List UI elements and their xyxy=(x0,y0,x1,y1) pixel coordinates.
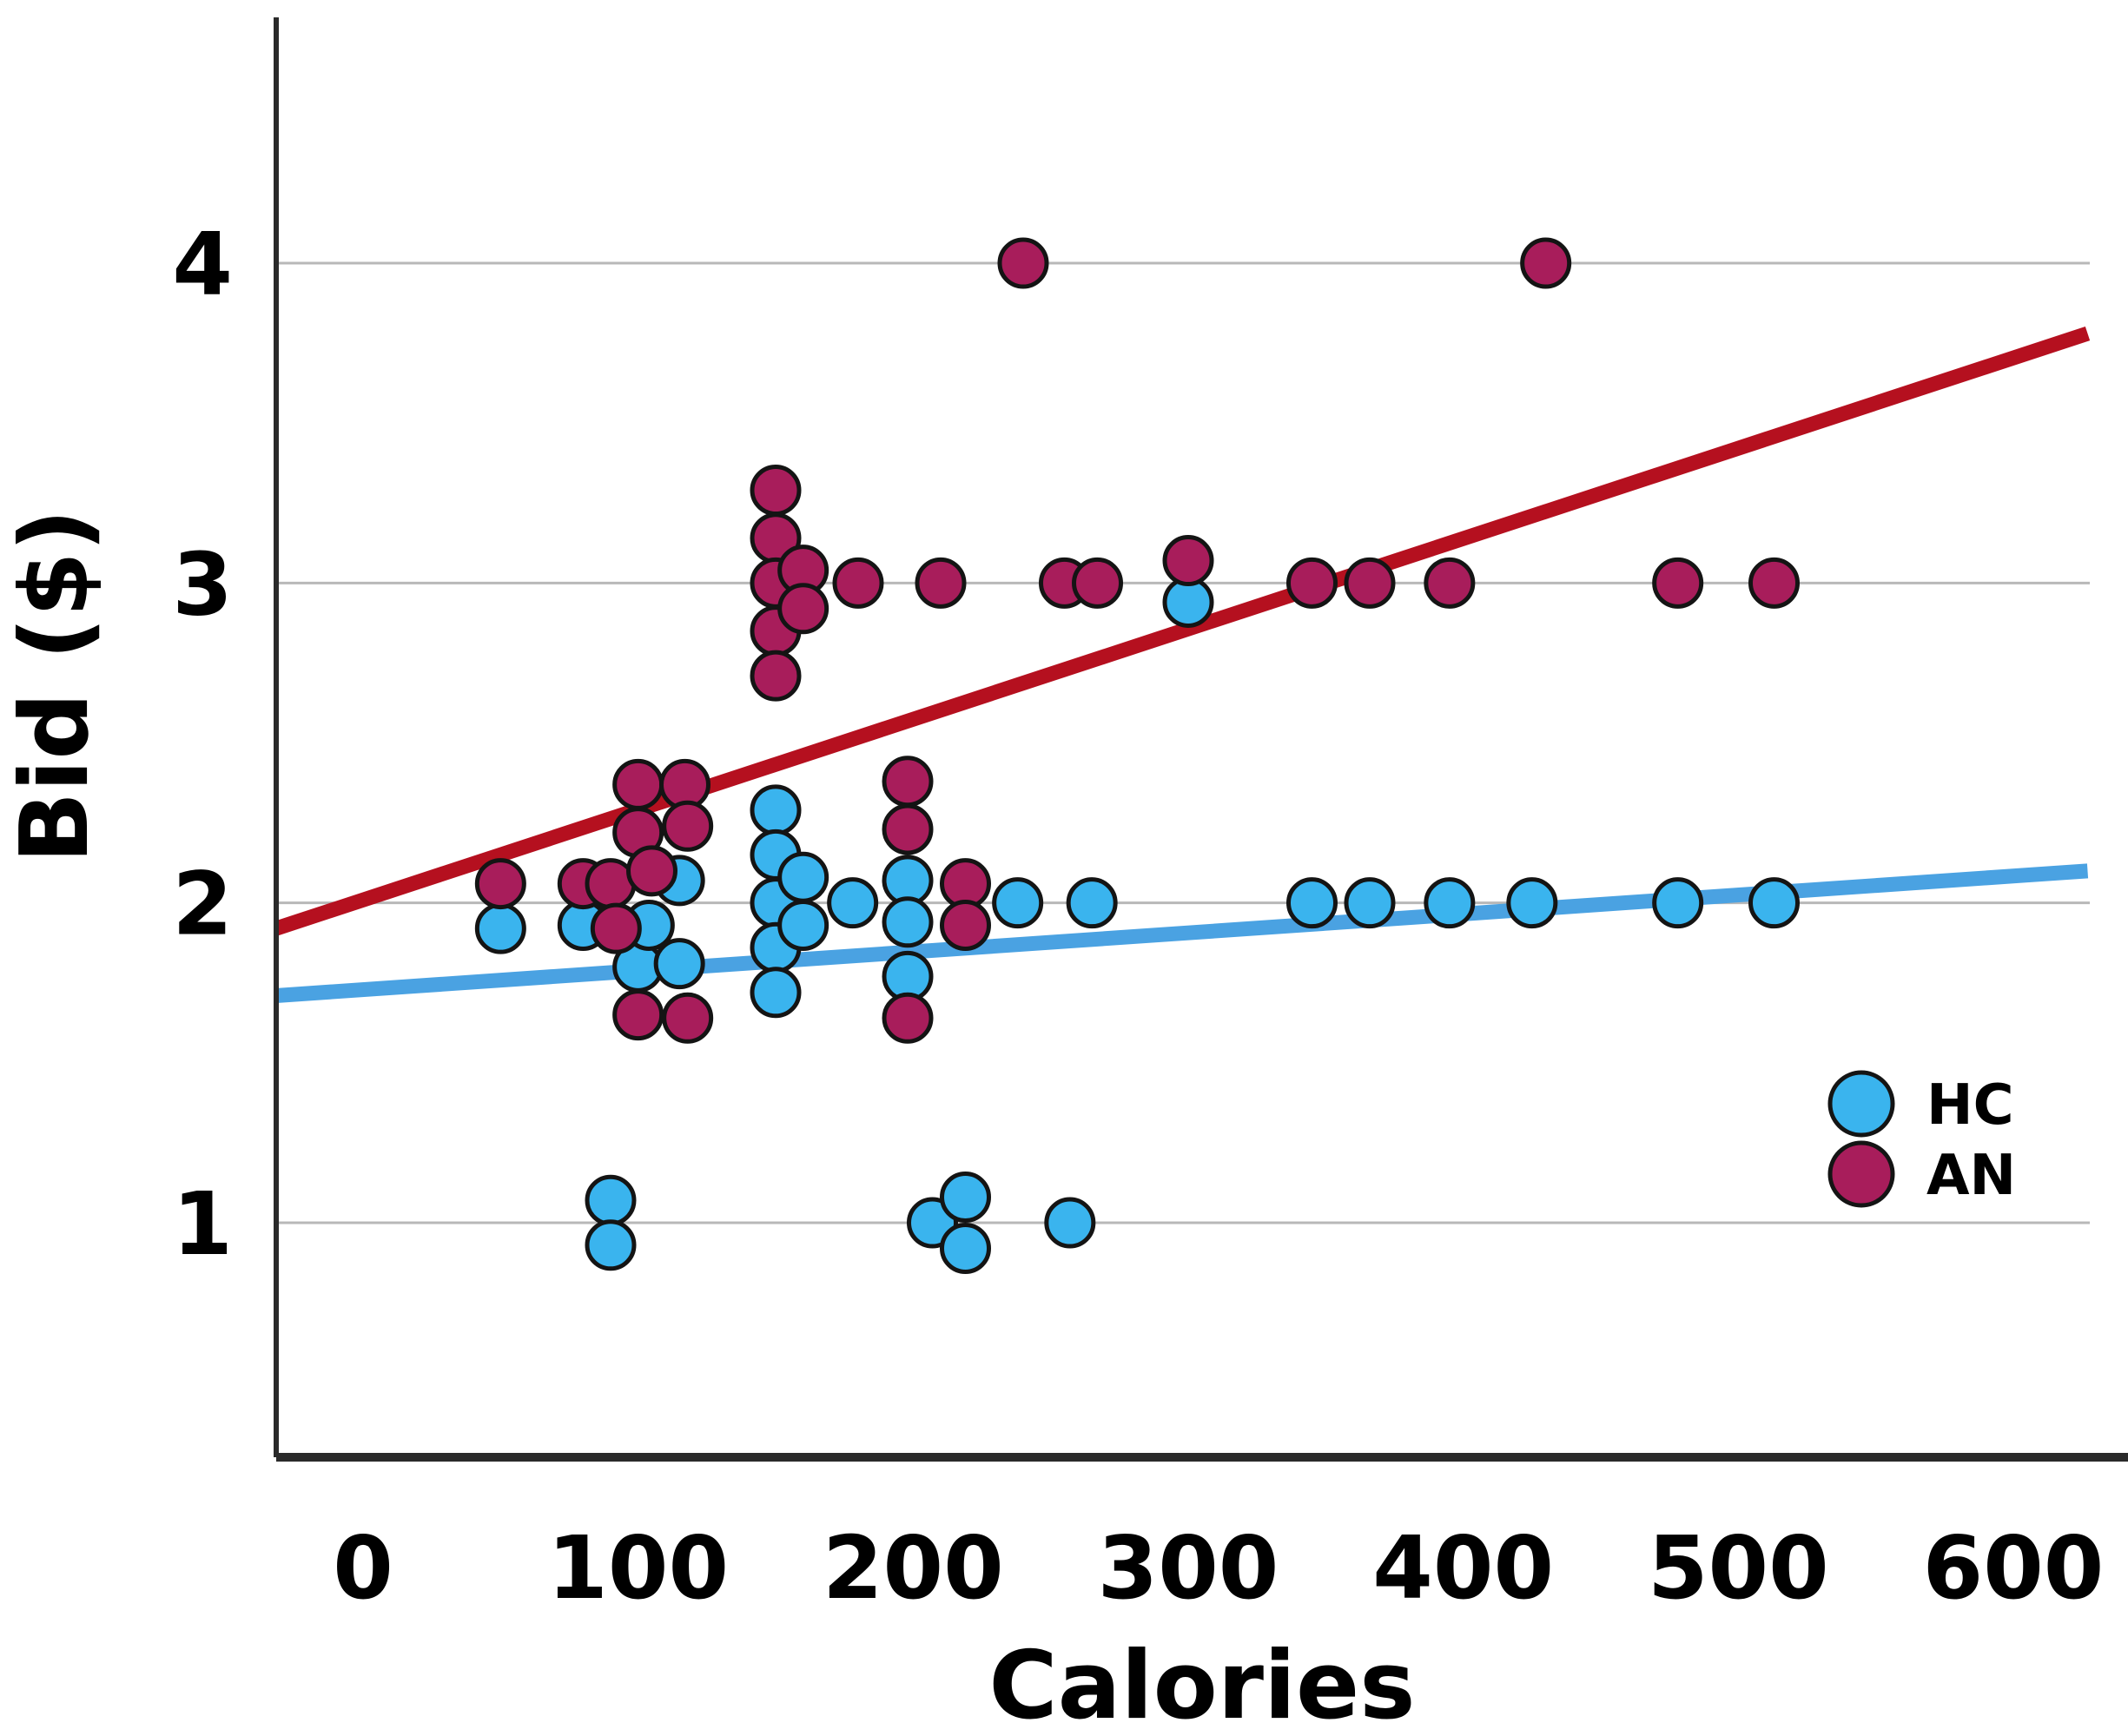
hc-point xyxy=(1044,1197,1096,1249)
y-tick-label-1: 1 xyxy=(172,1173,233,1275)
an-point xyxy=(612,989,664,1041)
data-points xyxy=(474,237,1801,1274)
an-point xyxy=(750,465,802,517)
legend-hc-label: HC xyxy=(1926,1073,2014,1138)
hc-point xyxy=(940,1172,992,1224)
hc-point xyxy=(750,784,802,836)
hc-point xyxy=(1344,877,1396,929)
an-point xyxy=(1520,237,1572,289)
x-tick-label-200: 200 xyxy=(823,1517,1004,1619)
y-axis-title: Bid ($) xyxy=(1,509,109,863)
hc-point xyxy=(1506,877,1558,929)
an-point xyxy=(832,557,884,609)
an-point xyxy=(1424,557,1476,609)
an-point xyxy=(915,557,967,609)
hc-point xyxy=(882,896,934,948)
legend-an-label: AN xyxy=(1926,1144,2016,1208)
hc-point xyxy=(940,1222,992,1274)
x-axis-title: Calories xyxy=(988,1632,1415,1736)
hc-point xyxy=(1652,877,1704,929)
x-tick-label-400: 400 xyxy=(1372,1517,1554,1619)
an-point xyxy=(1162,535,1214,587)
legend-hc-marker-icon xyxy=(1827,1070,1895,1138)
y-tick-label-2: 2 xyxy=(172,854,233,955)
hc-point xyxy=(474,902,526,954)
x-tick-labels: 0 100 200 300 400 500 600 xyxy=(333,1517,2104,1619)
an-point xyxy=(1286,557,1338,609)
an-point xyxy=(662,992,714,1044)
hc-trend-line xyxy=(275,863,2089,1003)
an-point xyxy=(1652,557,1704,609)
an-point xyxy=(612,758,664,810)
an-point xyxy=(626,845,678,897)
x-tick-label-100: 100 xyxy=(547,1517,729,1619)
an-point xyxy=(474,858,526,910)
an-point xyxy=(882,992,934,1044)
x-tick-label-0: 0 xyxy=(333,1517,393,1619)
hc-point xyxy=(992,877,1044,929)
legend-an-marker-icon xyxy=(1827,1140,1895,1208)
hc-point xyxy=(1424,877,1476,929)
hc-point xyxy=(653,938,705,990)
hc-point xyxy=(777,899,829,951)
an-point xyxy=(997,237,1049,289)
an-trend-line xyxy=(274,326,2091,936)
an-point xyxy=(1072,557,1124,609)
an-point xyxy=(1748,557,1801,609)
y-tick-label-4: 4 xyxy=(172,214,233,315)
hc-point xyxy=(1066,877,1118,929)
an-point xyxy=(750,650,802,702)
hc-point xyxy=(585,1219,637,1271)
hc-point xyxy=(777,851,829,903)
gridlines xyxy=(276,261,2090,1224)
an-point xyxy=(662,800,714,852)
y-tick-label-3: 3 xyxy=(172,533,233,635)
hc-point xyxy=(750,967,802,1019)
hc-point xyxy=(1286,877,1338,929)
hc-point xyxy=(585,1174,637,1226)
trend-lines xyxy=(274,326,2091,1003)
y-tick-labels: 1 2 3 4 xyxy=(172,214,233,1275)
an-point xyxy=(940,899,992,951)
an-point xyxy=(777,583,829,635)
hc-point xyxy=(1748,877,1801,929)
x-tick-label-500: 500 xyxy=(1648,1517,1829,1619)
x-tick-label-600: 600 xyxy=(1923,1517,2105,1619)
an-point xyxy=(590,902,642,954)
hc-point xyxy=(827,877,879,929)
legend: HC AN xyxy=(1827,1070,2016,1208)
an-point xyxy=(882,756,934,808)
an-point xyxy=(1344,557,1396,609)
an-point xyxy=(882,803,934,855)
x-tick-label-300: 300 xyxy=(1098,1517,1279,1619)
